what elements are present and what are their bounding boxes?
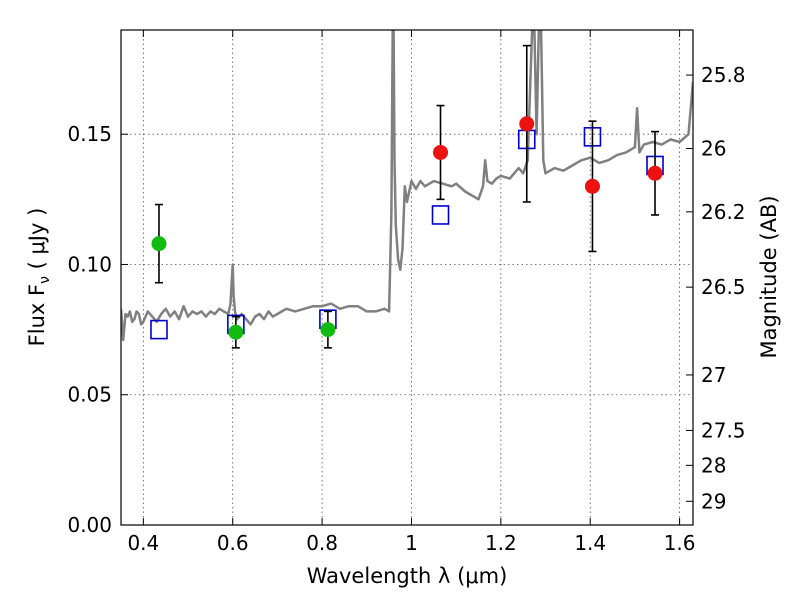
x-tick-label: 0.6 [217,531,249,555]
model-square-marker [431,205,450,225]
y-axis-label: Flux Fν ( μJy ) [25,208,53,347]
y2-tick-label: 29 [701,489,726,513]
x-tick-label: 0.4 [127,531,159,555]
data-point-marker [320,322,336,338]
x-tick-label: 1.2 [485,531,517,555]
x-tick-label: 1.4 [574,531,606,555]
data-point-marker [228,324,244,340]
data-point-marker [647,165,663,181]
plot-frame [120,29,694,526]
y-tick-label: 0.10 [67,252,112,276]
grid [121,30,693,526]
data-point-marker [151,236,167,252]
data-point-marker [584,178,600,194]
ticks: 0.4 0.6 0.8 1 1.2 1.4 1.6 0.00 0.05 0.10 0.15 25.8 2… [67,30,746,555]
y2-tick-label: 27.5 [701,418,746,442]
data-point-marker [433,144,449,160]
y2-tick-label: 28 [701,453,726,477]
model-square-marker [150,319,168,340]
y2-axis-label: Magnitude (AB) [757,195,781,358]
y-axis-label-main: Flux F [25,284,49,346]
y2-tick-label: 25.8 [701,63,746,87]
y2-tick-label: 26 [701,137,726,161]
x-axis-label: Wavelength λ (μm) [307,564,508,588]
spectrum-line [121,30,693,342]
y2-tick-label: 26.5 [701,275,746,299]
y-tick-label: 0.00 [67,513,112,537]
y2-tick-label: 27 [701,363,726,387]
plot-area [121,30,693,349]
y-axis-label-unit: ( μJy ) [25,208,49,276]
data-point-marker [519,116,535,132]
y-tick-label: 0.15 [67,122,112,146]
x-tick-label: 1 [405,531,418,555]
y-axis-label-subscript: ν [37,276,53,284]
y-tick-label: 0.05 [67,383,112,407]
x-tick-label: 0.8 [306,531,338,555]
x-tick-label: 1.6 [664,531,696,555]
y2-tick-label: 26.2 [701,200,746,224]
